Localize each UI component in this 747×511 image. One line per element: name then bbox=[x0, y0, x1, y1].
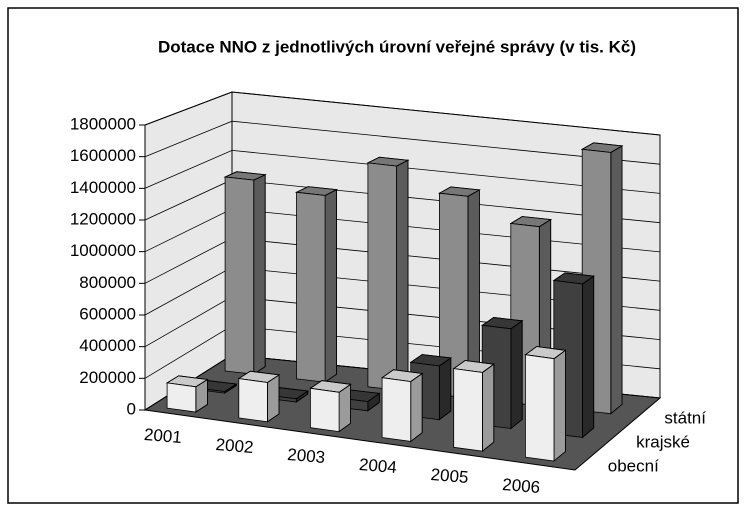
bar-shade bbox=[553, 349, 566, 462]
bar bbox=[452, 360, 495, 453]
x-tick-label: 2003 bbox=[287, 445, 326, 467]
bar-shade bbox=[582, 275, 595, 439]
bar bbox=[295, 186, 338, 383]
bar-shade bbox=[266, 374, 280, 423]
x-tick-label: 2002 bbox=[215, 435, 254, 457]
bar-face bbox=[296, 191, 326, 383]
x-tick-label: 2006 bbox=[502, 475, 541, 497]
depth-label: státní bbox=[664, 409, 706, 428]
x-tick-label: 2004 bbox=[358, 455, 397, 477]
bar-face bbox=[367, 162, 397, 391]
bar-face bbox=[453, 368, 483, 452]
bar bbox=[438, 186, 481, 399]
bar bbox=[165, 375, 209, 413]
y-tick-label: 1600000 bbox=[70, 146, 136, 165]
bar bbox=[552, 272, 595, 439]
y-tick-label: 0 bbox=[127, 399, 136, 418]
bar-shade bbox=[481, 363, 495, 453]
x-tick-label: 2005 bbox=[430, 465, 469, 487]
bar bbox=[237, 370, 281, 423]
bar bbox=[381, 369, 424, 443]
bar-face bbox=[166, 382, 197, 413]
bar-shade bbox=[438, 357, 452, 421]
bar-shade bbox=[410, 372, 423, 443]
x-tick-label: 2001 bbox=[143, 425, 182, 447]
bar-shade bbox=[324, 188, 338, 383]
y-tick-label: 200000 bbox=[79, 368, 136, 387]
depth-label: obecní bbox=[608, 457, 659, 476]
chart-title: Dotace NNO z jednotlivých úrovní veřejné… bbox=[158, 37, 636, 56]
bar bbox=[309, 380, 352, 433]
bar bbox=[366, 156, 410, 391]
bar-face bbox=[525, 354, 555, 462]
y-tick-label: 1200000 bbox=[70, 209, 136, 228]
depth-label: krajské bbox=[636, 433, 690, 452]
bar-shade bbox=[610, 145, 623, 415]
y-tick-label: 400000 bbox=[79, 336, 136, 355]
grid-line bbox=[144, 149, 661, 194]
y-tick-label: 1800000 bbox=[70, 114, 136, 133]
bar-face bbox=[309, 387, 340, 433]
grid-line bbox=[144, 120, 661, 165]
y-tick-label: 800000 bbox=[79, 273, 136, 292]
bar-face bbox=[381, 377, 412, 442]
bar-shade bbox=[253, 174, 266, 375]
side-wall bbox=[144, 91, 233, 411]
grid-line bbox=[144, 91, 661, 136]
y-tick-label: 600000 bbox=[79, 304, 136, 323]
y-tick-label: 1400000 bbox=[70, 178, 136, 197]
bar bbox=[524, 346, 567, 462]
bar-shade bbox=[396, 159, 409, 391]
bar bbox=[223, 171, 267, 375]
bar-face bbox=[224, 176, 255, 375]
bar-face bbox=[238, 378, 268, 423]
y-tick-label: 1000000 bbox=[70, 241, 136, 260]
bar-shade bbox=[510, 320, 523, 430]
